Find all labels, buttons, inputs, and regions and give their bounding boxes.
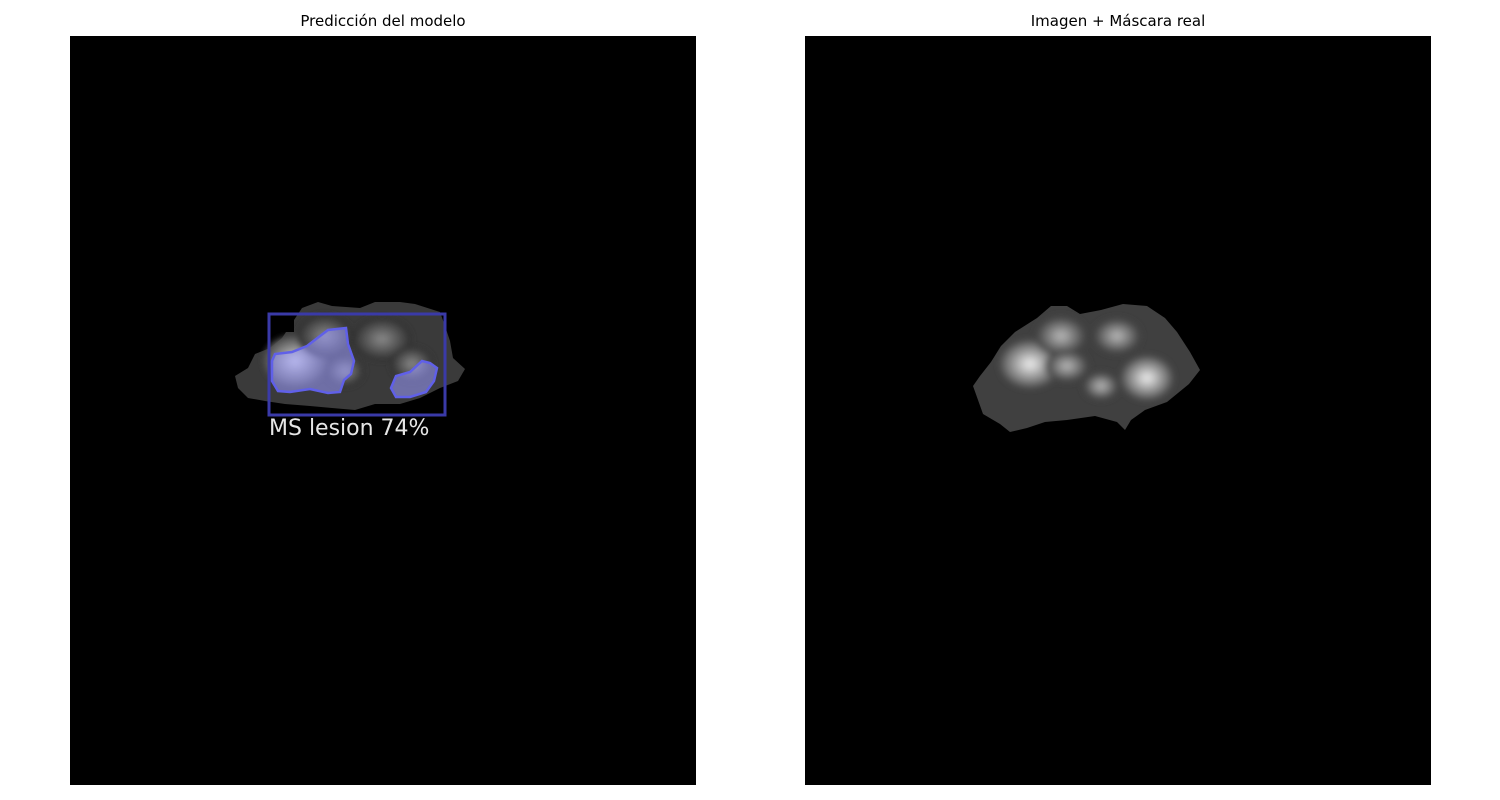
ground-truth-panel-title: Imagen + Máscara real bbox=[1030, 12, 1206, 30]
ground-truth-image bbox=[805, 36, 1431, 785]
detection-box bbox=[267, 312, 447, 417]
prediction-image: MS lesion 74% bbox=[70, 36, 696, 785]
prediction-panel-title: Predicción del modelo bbox=[300, 12, 466, 30]
detection-label: MS lesion 74% bbox=[269, 416, 429, 441]
lesion-region bbox=[973, 304, 1200, 432]
predicted-mask bbox=[270, 326, 439, 399]
